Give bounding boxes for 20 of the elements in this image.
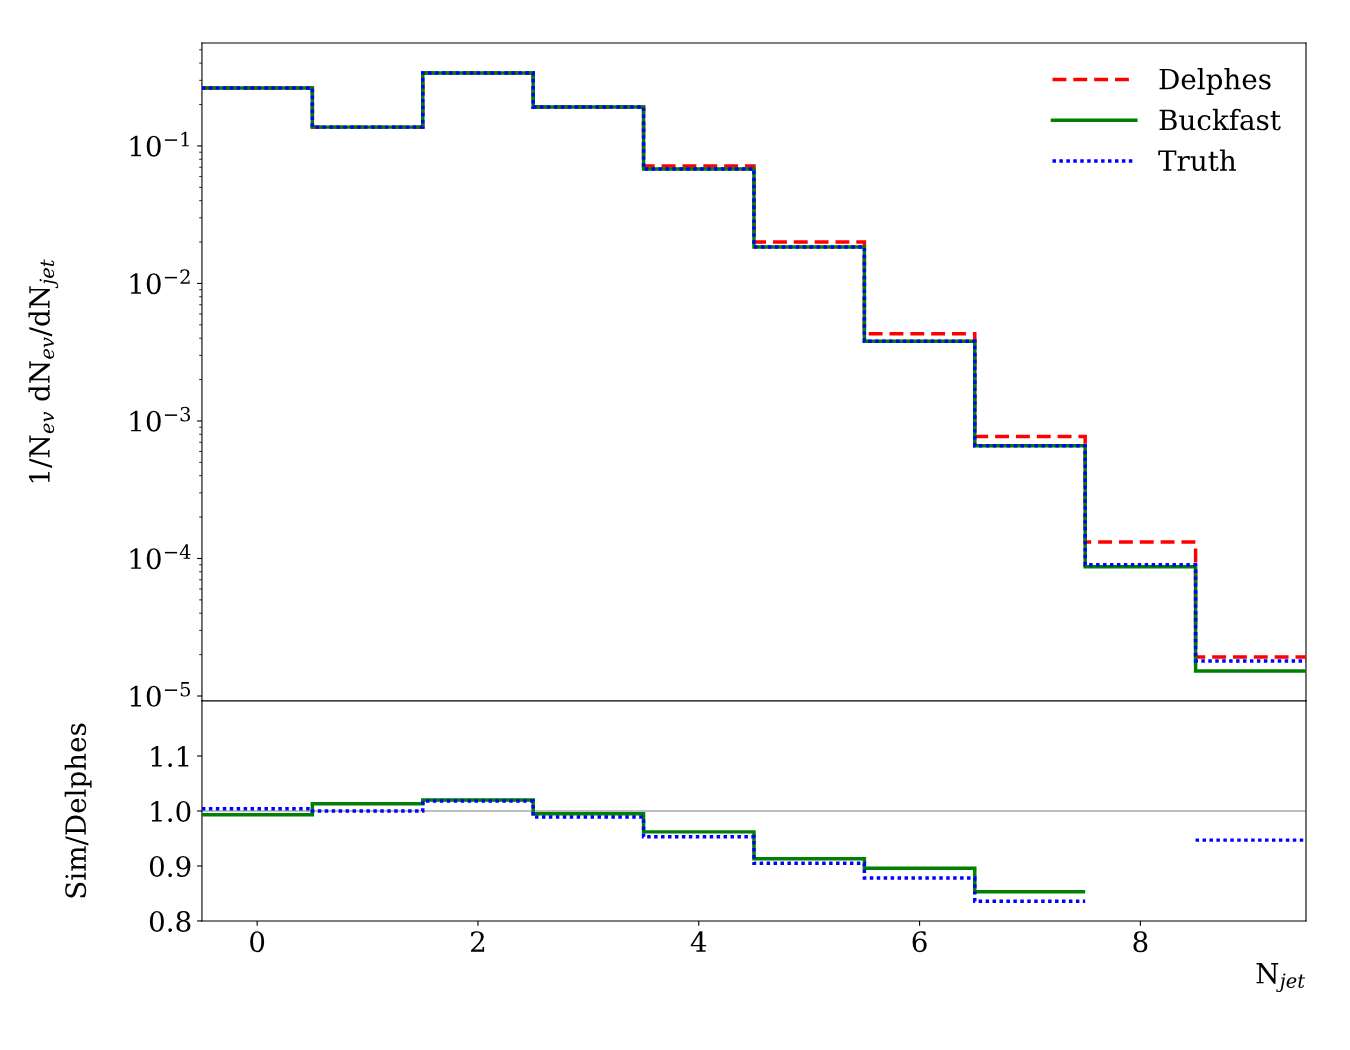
y-tick-label: 10$^{−4}$	[130, 544, 191, 570]
y-axis-title: 1/N$_{ev}$ dN$_{ev}$/dN$_{jet}$	[28, 259, 59, 483]
x-axis-title: N$_{jet}$	[1256, 963, 1306, 993]
legend-label: Delphes	[1159, 68, 1271, 95]
legend-label: Truth	[1158, 149, 1237, 172]
y-tick-label: 0.8	[149, 910, 191, 932]
y-tick-label: 10$^{−5}$	[130, 682, 190, 707]
y-tick-label: 0.9	[149, 855, 191, 877]
x-tick-label: 4	[690, 931, 707, 952]
y-tick-label: 10$^{−1}$	[130, 131, 189, 157]
y-tick-label: 1.0	[151, 800, 191, 822]
x-tick-label: 8	[1133, 931, 1148, 953]
legend-label: Buckfast	[1159, 108, 1281, 131]
y-tick-label: 10$^{−3}$	[130, 406, 191, 432]
x-tick-label: 6	[912, 931, 927, 953]
x-tick-label: 2	[471, 931, 485, 952]
y-tick-label: 1.1	[151, 745, 189, 767]
y-axis-title: Sim/Delphes	[64, 723, 92, 898]
y-tick-label: 10$^{−2}$	[130, 269, 190, 295]
x-tick-label: 0	[250, 931, 265, 953]
